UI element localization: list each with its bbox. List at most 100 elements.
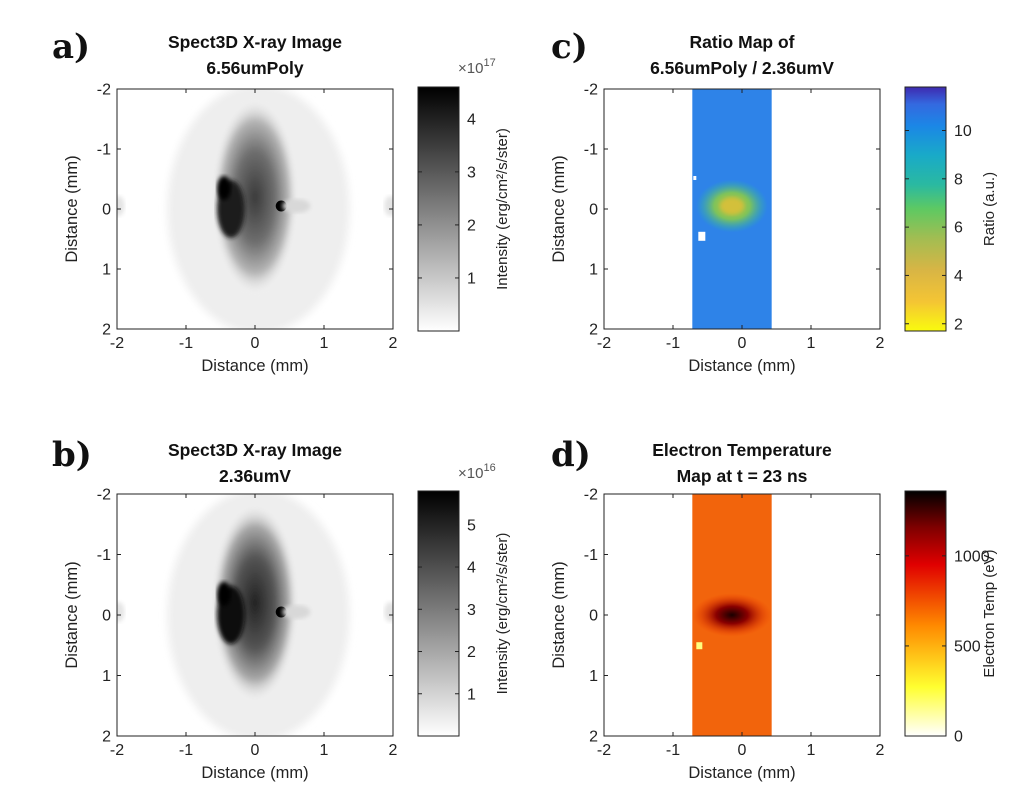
colorbar-tick-label: 8 (954, 171, 963, 188)
colorbar-tick-label: 1 (467, 686, 476, 703)
y-tick-label: 1 (102, 262, 111, 279)
x-axis-label: Distance (mm) (688, 764, 795, 782)
hot-pixel (696, 642, 703, 650)
x-tick-label: 1 (320, 335, 329, 352)
chart-title-line-2: 6.56umPoly (206, 58, 304, 78)
colorbar-tick-label: 500 (954, 638, 981, 655)
panel-letter: a) (52, 27, 90, 67)
colorbar-frame (417, 490, 460, 737)
chart-title-line-2: 2.36umV (219, 466, 291, 486)
edge-artifact (117, 196, 125, 216)
colorbar-label: Intensity (erg/cm²/s/ster) (494, 533, 511, 695)
ratio-core (720, 197, 744, 215)
edge-artifact (384, 196, 393, 216)
colorbar-tick-label: 6 (954, 220, 963, 237)
colorbar-tick-label: 0 (954, 729, 963, 746)
x-axis-label: Distance (mm) (201, 357, 308, 375)
y-tick-label: 1 (589, 262, 598, 279)
chart-title-line-1: Ratio Map of (690, 32, 795, 52)
colorbar-gradient (418, 87, 459, 331)
y-tick-label: -2 (97, 82, 111, 99)
x-tick-label: 0 (738, 742, 747, 759)
colorbar-tick-label: 4 (954, 268, 963, 285)
heatmap-image (604, 494, 880, 736)
chart-title-line-2: Map at t = 23 ns (677, 466, 808, 486)
colorbar-tick-label: 1000 (954, 548, 990, 565)
y-tick-label: -1 (97, 142, 111, 159)
colorbar-tick-label: 2 (467, 217, 476, 234)
colorbar-label: Ratio (a.u.) (981, 172, 998, 246)
chart-title-line-1: Electron Temperature (652, 440, 832, 460)
y-tick-label: -2 (584, 487, 598, 504)
colorbar-label: Electron Temp (eV) (981, 549, 998, 677)
colorbar-frame (417, 86, 460, 332)
x-tick-label: 1 (807, 335, 816, 352)
x-tick-label: -2 (110, 742, 124, 759)
y-tick-label: 2 (102, 729, 111, 746)
x-tick-label: 2 (876, 742, 885, 759)
jet-feature (282, 604, 311, 619)
y-tick-label: 0 (589, 202, 598, 219)
colorbar-label: Intensity (erg/cm²/s/ster) (494, 128, 511, 290)
x-tick-label: 1 (320, 742, 329, 759)
colorbar-tick-label: 4 (467, 560, 476, 577)
x-tick-label: -1 (666, 335, 680, 352)
y-tick-label: 2 (102, 322, 111, 339)
x-tick-label: 1 (807, 742, 816, 759)
x-tick-label: 0 (251, 335, 260, 352)
x-tick-label: 2 (876, 335, 885, 352)
colorbar-tick-label: 3 (467, 602, 476, 619)
edge-artifact (384, 601, 393, 622)
y-tick-label: -2 (584, 82, 598, 99)
colorbar-tick-label: 10 (954, 123, 972, 140)
colorbar-gradient (418, 491, 459, 736)
colorbar-tick-label: 2 (467, 644, 476, 661)
y-tick-label: 2 (589, 729, 598, 746)
x-tick-label: 2 (389, 742, 398, 759)
x-tick-label: -2 (597, 742, 611, 759)
chart-title-line-1: Spect3D X-ray Image (168, 440, 342, 460)
y-tick-label: -1 (584, 142, 598, 159)
masked-pixel (693, 176, 697, 180)
x-tick-label: -1 (179, 335, 193, 352)
y-axis-label: Distance (mm) (550, 155, 568, 262)
x-tick-label: -2 (110, 335, 124, 352)
edge-artifact (117, 601, 125, 622)
temperature-center-feature (692, 593, 772, 637)
x-axis-label: Distance (mm) (201, 764, 308, 782)
y-tick-label: 0 (589, 608, 598, 625)
x-axis-label: Distance (mm) (688, 357, 795, 375)
heatmap-image (117, 494, 393, 736)
y-axis-label: Distance (mm) (63, 155, 81, 262)
y-tick-label: -1 (97, 547, 111, 564)
y-tick-label: -1 (584, 547, 598, 564)
heatmap-image (117, 89, 393, 329)
y-tick-label: -2 (97, 487, 111, 504)
dark-spot (217, 581, 231, 606)
x-tick-label: -1 (666, 742, 680, 759)
y-tick-label: 1 (589, 668, 598, 685)
y-tick-label: 0 (102, 202, 111, 219)
y-tick-label: 0 (102, 608, 111, 625)
colorbar-frame (904, 490, 947, 737)
colorbar-exponent: ×1016 (458, 462, 496, 482)
panel-letter: d) (551, 435, 591, 475)
panel-letter: c) (551, 27, 588, 67)
x-tick-label: 0 (738, 335, 747, 352)
heatmap-image (604, 89, 880, 329)
jet-feature (282, 199, 311, 213)
emission-cloud (210, 96, 300, 298)
x-tick-label: 0 (251, 742, 260, 759)
chart-title-line-2: 6.56umPoly / 2.36umV (650, 58, 834, 78)
x-tick-label: -2 (597, 335, 611, 352)
y-tick-label: 1 (102, 668, 111, 685)
y-axis-label: Distance (mm) (63, 561, 81, 668)
y-axis-label: Distance (mm) (550, 561, 568, 668)
colorbar-exponent-power: 17 (483, 57, 495, 69)
chart-title-line-1: Spect3D X-ray Image (168, 32, 342, 52)
dark-spot (217, 176, 231, 200)
y-tick-label: 2 (589, 322, 598, 339)
